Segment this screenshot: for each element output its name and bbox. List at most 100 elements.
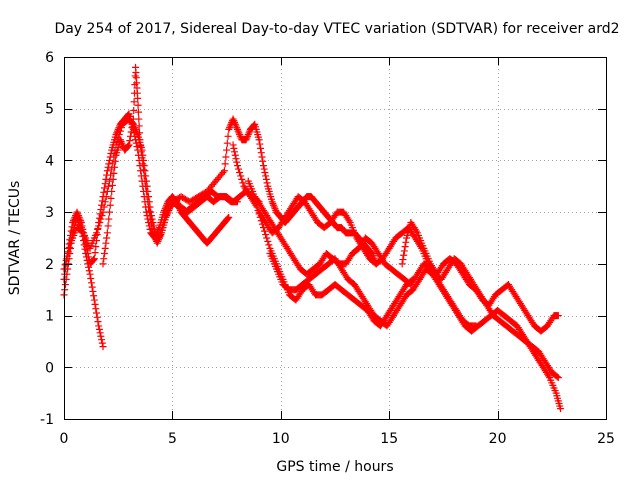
data-point — [163, 210, 171, 218]
data-point — [76, 215, 84, 223]
data-point — [92, 243, 100, 251]
data-point — [155, 236, 163, 244]
data-point — [262, 175, 270, 183]
data-point — [219, 168, 227, 176]
data-point — [398, 260, 406, 268]
data-point — [234, 127, 242, 135]
y-tick-label: 2 — [45, 257, 54, 273]
data-point — [62, 256, 70, 264]
data-point — [232, 122, 240, 130]
data-point — [155, 234, 163, 242]
data-point — [129, 119, 137, 127]
data-point — [111, 157, 119, 165]
axis-ticks: 0 5 10 15 20 25 -1 0 1 2 3 4 5 6 — [40, 50, 615, 447]
data-point — [223, 146, 231, 154]
data-point — [233, 162, 241, 170]
data-point — [84, 250, 92, 258]
x-tick-label: 10 — [272, 431, 290, 447]
data-point — [399, 256, 407, 264]
data-point — [153, 239, 161, 247]
data-point — [101, 244, 109, 252]
data-point — [156, 232, 164, 240]
data-point — [221, 160, 229, 168]
data-point — [73, 208, 81, 216]
data-point — [139, 166, 147, 174]
data-point — [412, 227, 420, 235]
data-point — [141, 167, 149, 175]
data-point — [233, 124, 241, 132]
data-point — [99, 208, 107, 216]
data-point — [144, 198, 152, 206]
data-point — [258, 153, 266, 161]
data-point — [134, 108, 142, 116]
y-tick-label: 3 — [45, 205, 54, 221]
data-point — [250, 121, 258, 129]
data-point — [137, 148, 145, 156]
data-point — [86, 270, 94, 278]
y-tick-label: 1 — [45, 309, 54, 325]
data-point — [125, 141, 133, 149]
y-tick-label: 5 — [45, 102, 54, 118]
data-point — [135, 122, 143, 130]
data-point — [131, 72, 139, 80]
data-point — [115, 131, 123, 139]
data-point — [61, 281, 69, 289]
x-tick-label: 20 — [489, 431, 507, 447]
data-point — [116, 136, 124, 144]
data-point — [142, 182, 150, 190]
data-point — [117, 124, 125, 132]
data-point — [75, 213, 83, 221]
data-point — [100, 203, 108, 211]
data-point — [96, 218, 104, 226]
data-point — [235, 129, 243, 137]
data-point — [157, 231, 165, 239]
data-point — [124, 143, 132, 151]
data-point — [92, 305, 100, 313]
x-tick-label: 5 — [168, 431, 177, 447]
data-point — [77, 218, 85, 226]
data-point — [259, 162, 267, 170]
data-point — [109, 175, 117, 183]
data-point — [132, 125, 140, 133]
data-point — [128, 124, 136, 132]
data-point — [108, 187, 116, 195]
data-point — [106, 201, 114, 209]
data-point — [102, 239, 110, 247]
data-point — [402, 238, 410, 246]
data-point — [99, 343, 107, 351]
data-point — [150, 231, 158, 239]
data-point — [556, 405, 564, 413]
data-point — [162, 213, 170, 221]
data-point — [233, 158, 241, 166]
data-point — [85, 253, 93, 261]
data-point — [138, 146, 146, 154]
data-point — [95, 325, 103, 333]
data-point — [110, 169, 118, 177]
data-point — [545, 372, 553, 380]
data-point — [222, 153, 230, 161]
data-point — [259, 157, 267, 165]
data-point — [242, 136, 250, 144]
data-point — [130, 106, 138, 114]
data-point — [69, 217, 77, 225]
data-point — [268, 198, 276, 206]
data-point — [127, 128, 135, 136]
data-point — [68, 223, 76, 231]
data-point — [256, 140, 264, 148]
data-point — [111, 163, 119, 171]
plot-frame — [64, 57, 607, 420]
data-point — [142, 187, 150, 195]
data-point — [140, 172, 148, 180]
data-point — [163, 212, 171, 220]
data-point — [97, 215, 105, 223]
data-point — [100, 188, 108, 196]
data-point — [263, 234, 271, 242]
data-point — [401, 243, 409, 251]
data-point — [100, 250, 108, 258]
data-point — [400, 251, 408, 259]
data-point — [236, 168, 244, 176]
data-point — [65, 243, 73, 251]
y-tick-label: 4 — [45, 153, 54, 169]
data-point — [126, 137, 134, 145]
data-point — [140, 162, 148, 170]
